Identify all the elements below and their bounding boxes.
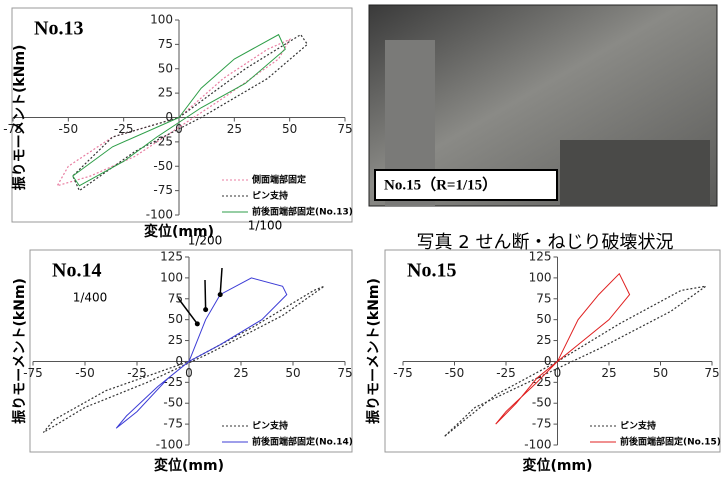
annotation: 1/100	[248, 219, 283, 233]
y-tick-label: 125	[160, 250, 183, 264]
arrow-head	[218, 292, 223, 297]
x-tick-label: 25	[227, 122, 242, 136]
annotation: 1/200	[188, 234, 223, 248]
x-tick-label: 75	[337, 366, 352, 380]
arrow-head	[203, 307, 208, 312]
x-tick-label: 0	[185, 366, 193, 380]
y-tick-label: 25	[158, 86, 173, 100]
y-tick-label: -25	[153, 134, 173, 148]
x-tick-label: -50	[59, 122, 79, 136]
y-tick-label: 125	[529, 250, 552, 264]
y-tick-label: -75	[163, 417, 183, 431]
y-axis-label: 振りモーメント(kNm)	[11, 45, 28, 191]
y-tick-label: -100	[156, 438, 183, 452]
legend-label: 前後面端部固定(No.14)	[252, 436, 353, 448]
chart-title: No.14	[52, 260, 101, 282]
x-tick-label: 50	[285, 366, 300, 380]
y-tick-label: 50	[158, 61, 173, 75]
y-tick-label: -50	[163, 396, 183, 410]
y-tick-label: 0	[544, 354, 552, 368]
y-tick-label: -100	[524, 438, 551, 452]
x-tick-label: 25	[233, 366, 248, 380]
annotation-arrow	[205, 280, 206, 310]
y-tick-label: 25	[536, 333, 551, 347]
y-tick-label: 25	[168, 333, 183, 347]
y-tick-label: 0	[175, 354, 183, 368]
x-axis-label: 変位(mm)	[154, 457, 224, 474]
legend-label: 側面端部固定	[251, 174, 307, 186]
x-tick-label: 25	[601, 366, 616, 380]
y-tick-label: 75	[168, 291, 183, 305]
y-tick-label: -100	[146, 208, 173, 222]
photo: No.15（R=1/15）	[369, 5, 717, 206]
y-tick-label: -50	[153, 159, 173, 173]
y-tick-label: 50	[168, 312, 183, 326]
y-axis-label: 振りモーメント(kNm)	[365, 278, 382, 424]
x-tick-label: 50	[653, 366, 668, 380]
x-axis-label: 変位(mm)	[523, 457, 593, 474]
legend-label: ピン支持	[620, 420, 656, 432]
x-tick-label: -25	[496, 366, 516, 380]
y-tick-label: -75	[153, 183, 173, 197]
page: {"chart_data": [ {"type": "line", "title…	[0, 0, 722, 476]
y-tick-label: -50	[532, 396, 552, 410]
y-tick-label: 75	[158, 37, 173, 51]
x-tick-label: 75	[337, 122, 352, 136]
x-tick-label: 75	[704, 366, 719, 380]
y-tick-label: -25	[163, 375, 183, 389]
figure: No.15（R=1/15） 写真 2 せん断・ねじり破壊状況 -75-50-25…	[0, 0, 722, 476]
y-axis-label: 振りモーメント(kNm)	[11, 278, 28, 424]
y-tick-label: 50	[536, 312, 551, 326]
x-tick-label: -25	[114, 122, 134, 136]
legend-label: ピン支持	[252, 190, 288, 202]
x-tick-label: -50	[445, 366, 465, 380]
arrow-head	[195, 321, 200, 326]
y-tick-label: -75	[532, 417, 552, 431]
legend-label: 前後面端部固定(No.13)	[252, 206, 353, 218]
x-tick-label: 50	[282, 122, 297, 136]
y-tick-label: 100	[529, 270, 552, 284]
chart-title: No.13	[34, 18, 83, 40]
photo-label: No.15（R=1/15）	[384, 175, 497, 193]
y-tick-label: 100	[160, 270, 183, 284]
y-tick-label: 100	[150, 13, 173, 27]
annotation: 1/400	[73, 291, 108, 305]
plot-frame	[12, 8, 352, 222]
x-tick-label: -50	[75, 366, 95, 380]
y-tick-label: 75	[536, 291, 551, 305]
legend-label: ピン支持	[252, 420, 288, 432]
x-tick-label: -75	[393, 366, 413, 380]
legend-label: 前後面端部固定(No.15)	[620, 436, 721, 448]
chart-title: No.15	[407, 260, 456, 282]
